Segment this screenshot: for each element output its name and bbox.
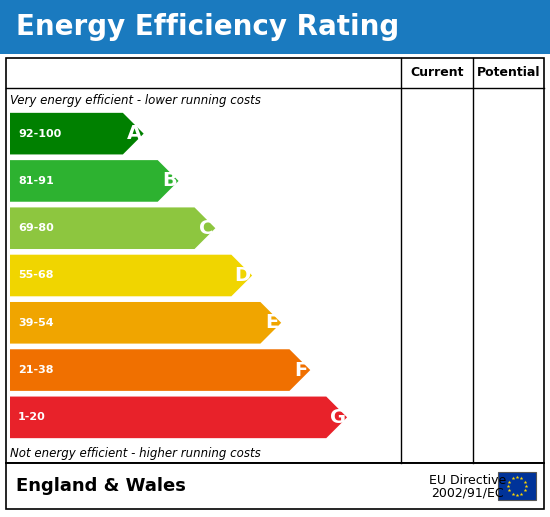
Polygon shape xyxy=(10,302,281,344)
Text: B: B xyxy=(162,172,177,190)
Bar xyxy=(0,0,550,54)
Text: Very energy efficient - lower running costs: Very energy efficient - lower running co… xyxy=(10,94,261,107)
Text: 92-100: 92-100 xyxy=(18,129,61,139)
Text: 81-91: 81-91 xyxy=(18,176,54,186)
Text: Not energy efficient - higher running costs: Not energy efficient - higher running co… xyxy=(10,447,261,460)
Polygon shape xyxy=(10,113,144,155)
Bar xyxy=(6,463,544,509)
Text: 39-54: 39-54 xyxy=(18,318,54,328)
Text: Potential: Potential xyxy=(477,67,540,80)
Text: E: E xyxy=(265,313,278,332)
Bar xyxy=(498,472,536,500)
Text: G: G xyxy=(329,408,346,427)
Text: F: F xyxy=(294,360,307,379)
Text: 21-38: 21-38 xyxy=(18,365,53,375)
Text: 1-20: 1-20 xyxy=(18,413,46,422)
Text: D: D xyxy=(235,266,251,285)
Polygon shape xyxy=(10,349,310,391)
Text: Energy Efficiency Rating: Energy Efficiency Rating xyxy=(16,13,399,41)
Text: EU Directive: EU Directive xyxy=(428,474,506,486)
Text: 2002/91/EC: 2002/91/EC xyxy=(431,486,503,499)
Polygon shape xyxy=(10,255,252,296)
Text: England & Wales: England & Wales xyxy=(16,477,186,495)
Text: 69-80: 69-80 xyxy=(18,223,54,233)
Text: A: A xyxy=(126,124,142,143)
Text: Current: Current xyxy=(410,67,464,80)
Text: C: C xyxy=(199,219,213,238)
Text: 55-68: 55-68 xyxy=(18,270,53,281)
Polygon shape xyxy=(10,397,347,438)
Bar xyxy=(6,58,544,463)
Polygon shape xyxy=(10,207,216,249)
Polygon shape xyxy=(10,160,179,202)
